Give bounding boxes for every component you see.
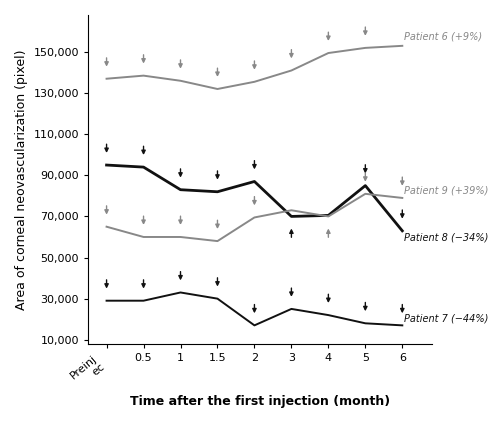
Text: Patient 7 (−44%): Patient 7 (−44%) — [404, 313, 488, 323]
Y-axis label: Area of corneal neovascularization (pixel): Area of corneal neovascularization (pixe… — [15, 49, 28, 310]
Text: Patient 8 (−34%): Patient 8 (−34%) — [404, 233, 488, 243]
X-axis label: Time after the first injection (month): Time after the first injection (month) — [130, 395, 390, 408]
Text: Patient 6 (+9%): Patient 6 (+9%) — [404, 32, 482, 42]
Text: Patient 9 (+39%): Patient 9 (+39%) — [404, 186, 488, 196]
